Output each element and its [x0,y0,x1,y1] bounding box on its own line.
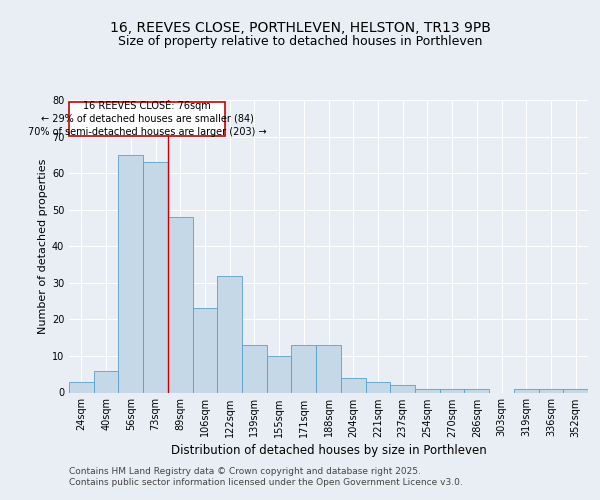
Text: 16, REEVES CLOSE, PORTHLEVEN, HELSTON, TR13 9PB: 16, REEVES CLOSE, PORTHLEVEN, HELSTON, T… [110,20,490,34]
Bar [168,217,193,392]
Bar [316,345,341,393]
Y-axis label: Number of detached properties: Number of detached properties [38,158,47,334]
Bar [69,382,94,392]
Bar [514,389,539,392]
Bar [118,155,143,392]
Text: Size of property relative to detached houses in Porthleven: Size of property relative to detached ho… [118,34,482,48]
Bar [563,389,588,392]
Bar [267,356,292,393]
Bar [143,162,168,392]
Bar [390,385,415,392]
Bar [292,345,316,393]
Text: Contains HM Land Registry data © Crown copyright and database right 2025.: Contains HM Land Registry data © Crown c… [69,467,421,476]
Bar [539,389,563,392]
Bar [217,276,242,392]
Bar [464,389,489,392]
Bar [365,382,390,392]
Bar [193,308,217,392]
Text: Contains public sector information licensed under the Open Government Licence v3: Contains public sector information licen… [69,478,463,487]
FancyBboxPatch shape [70,102,224,136]
Bar [94,370,118,392]
Text: 16 REEVES CLOSE: 76sqm
← 29% of detached houses are smaller (84)
70% of semi-det: 16 REEVES CLOSE: 76sqm ← 29% of detached… [28,100,266,137]
Bar [440,389,464,392]
X-axis label: Distribution of detached houses by size in Porthleven: Distribution of detached houses by size … [170,444,487,456]
Bar [341,378,365,392]
Bar [242,345,267,393]
Bar [415,389,440,392]
